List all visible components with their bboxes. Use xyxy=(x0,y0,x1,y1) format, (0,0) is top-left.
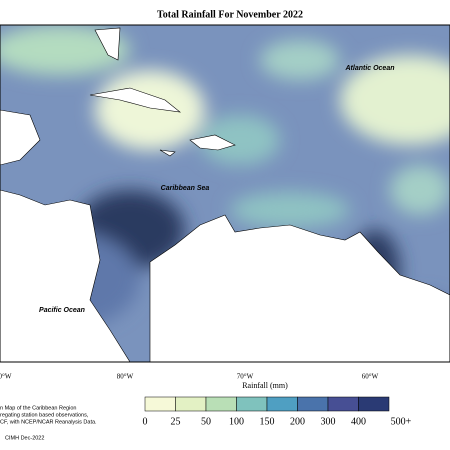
lon-label: 80°W xyxy=(117,373,134,381)
legend-tick-label: 300 xyxy=(321,416,336,427)
legend-tick-label: 500+ xyxy=(391,416,412,427)
map-frame xyxy=(0,24,450,363)
title: Total Rainfall For November 2022 xyxy=(157,9,303,20)
map: Atlantic Ocean Caribbean Sea Pacific Oce… xyxy=(0,25,450,362)
legend-tick-label: 400 xyxy=(351,416,366,427)
note: regating station based observations, xyxy=(0,412,89,418)
legend-swatch xyxy=(297,396,329,412)
legend-tick-label: 0 xyxy=(143,416,148,427)
legend-swatch xyxy=(175,396,207,412)
lon-label: 70°W xyxy=(237,373,254,381)
legend-tick-label: 100 xyxy=(229,416,244,427)
note: n Map of the Caribbean Region xyxy=(0,405,76,411)
legend-tick-label: 50 xyxy=(201,416,211,427)
ocean-label: Atlantic Ocean xyxy=(344,65,394,72)
legend-swatch xyxy=(236,396,268,412)
credit: CIMH Dec-2022 xyxy=(5,435,44,441)
legend-tick-label: 25 xyxy=(171,416,181,427)
lon-label: 60°W xyxy=(362,373,379,381)
legend-title: Rainfall (mm) xyxy=(242,381,288,390)
legend-swatch xyxy=(205,396,237,412)
note: CF, with NCEP/NCAR Reanalysis Data. xyxy=(0,419,97,425)
legend-swatch xyxy=(327,396,359,412)
legend-tick-label: 150 xyxy=(260,416,275,427)
legend-tick-label: 200 xyxy=(290,416,305,427)
legend-swatch xyxy=(144,396,176,412)
sea-label: Caribbean Sea xyxy=(161,185,210,192)
lon-label: 0°W xyxy=(0,373,12,381)
ocean-label: Pacific Ocean xyxy=(39,307,85,314)
legend-swatch xyxy=(266,396,298,412)
legend-swatch xyxy=(358,396,390,412)
